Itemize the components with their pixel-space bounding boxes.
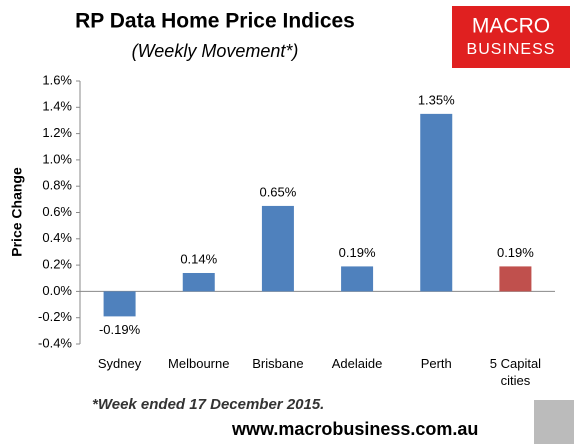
data-label: 0.19% [339,245,376,260]
logo-icon [534,400,574,444]
bar [103,291,136,317]
x-tick-label: Sydney [97,356,142,371]
y-axis-label: Price Change [9,167,25,257]
y-tick-label: -0.2% [38,309,72,324]
y-tick-label: 1.2% [42,125,72,140]
bar [261,205,294,292]
y-tick-label: 0.4% [42,230,72,245]
x-tick-label: Brisbane [252,356,304,371]
x-tick-label: Melbourne [168,356,230,371]
y-tick-label: 1.6% [42,72,72,87]
url: www.macrobusiness.com.au [231,419,478,439]
data-label: 0.14% [180,251,217,266]
data-label: 0.19% [497,245,534,260]
y-tick-label: 0.0% [42,283,72,298]
data-label: -0.19% [99,322,141,337]
chart-subtitle: (Weekly Movement*) [132,41,299,61]
logo-line: BUSINESS [467,41,556,58]
bar [182,272,215,292]
footnote: *Week ended 17 December 2015. [92,396,324,413]
y-tick-label: -0.4% [38,335,72,350]
x-tick-label: Adelaide [331,356,383,371]
data-label: 1.35% [418,92,455,107]
logo-line: MACRO [472,15,550,38]
logo-box [452,6,570,68]
chart-title: RP Data Home Price Indices [75,10,355,33]
y-tick-label: 1.0% [42,151,72,166]
bar [499,266,532,292]
y-tick-label: 1.4% [42,99,72,114]
bar [420,113,453,292]
y-tick-label: 0.2% [42,257,72,272]
data-label: 0.65% [259,184,296,199]
y-tick-label: 0.8% [42,178,72,193]
x-tick-label: 5 Capital cities [489,356,542,388]
y-tick-label: 0.6% [42,204,72,219]
x-tick-label: Perth [420,356,452,371]
bar [341,266,374,292]
